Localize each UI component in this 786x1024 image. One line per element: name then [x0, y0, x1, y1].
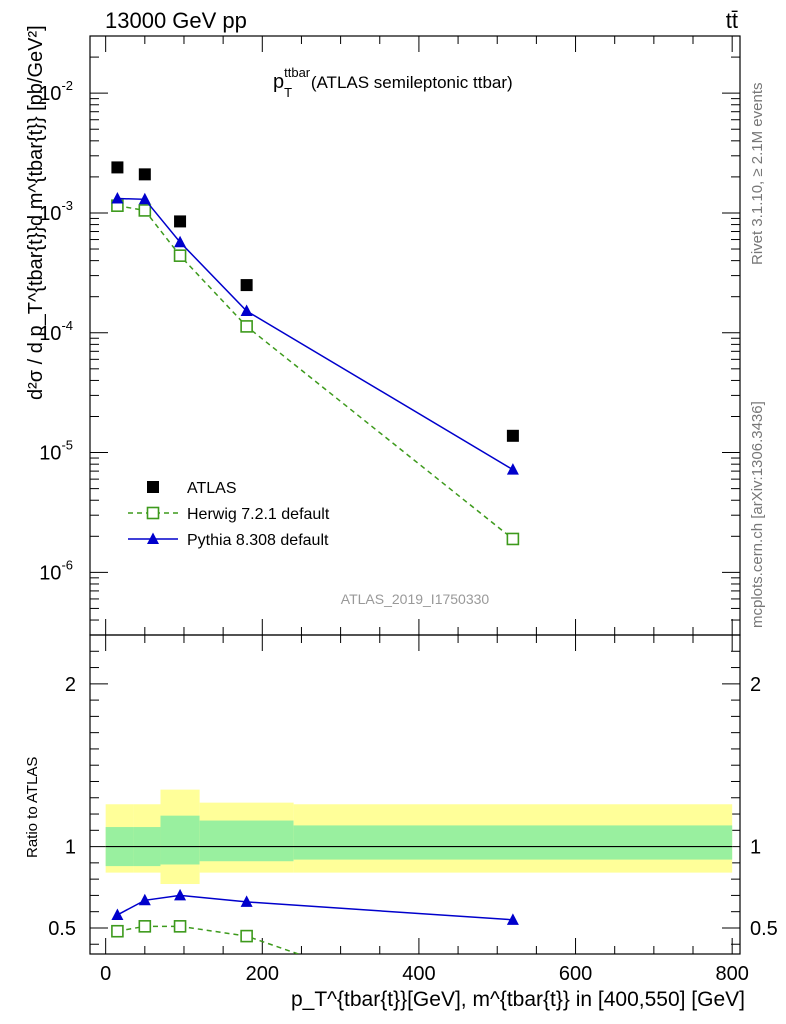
ratio-uncertainty-bands — [105, 789, 733, 885]
legend-marker-atlas — [147, 481, 159, 493]
data-point-series-0 — [138, 168, 151, 181]
ratio-point-series-0 — [111, 908, 124, 920]
data-point-series-0 — [174, 215, 187, 228]
ratio-point-series-1 — [240, 929, 253, 943]
series-line-2 — [117, 197, 514, 471]
rivet-info: Rivet 3.1.10, ≥ 2.1M events — [749, 83, 766, 266]
y-axis-label-ratio: Ratio to ATLAS — [24, 757, 41, 858]
ratio-point-series-1 — [173, 920, 187, 933]
ratio-data-marks — [111, 888, 519, 954]
ratio-panel-frame — [89, 634, 741, 955]
ratio-point-series-0 — [174, 888, 187, 901]
ratio-point-series-1 — [138, 920, 152, 933]
legend-marker-2 — [147, 532, 159, 544]
y-tick-label: 10-6 — [39, 557, 73, 584]
main-axis-ticks: 10-6 10-5 10-4 10-3 10-2 — [39, 36, 740, 635]
data-point-series-0 — [506, 429, 519, 442]
data-point-series-2 — [240, 304, 253, 316]
legend-label: Pythia 8.308 default — [187, 532, 329, 549]
data-point-series-2 — [138, 192, 151, 205]
data-point-series-2 — [174, 235, 187, 248]
y-tick-label: 10-3 — [39, 198, 73, 225]
data-point-series-0 — [240, 279, 253, 292]
plot-title: pttbar T (ATLAS semileptonic ttbar) — [273, 65, 513, 100]
ratio-y-tick-label: 1 — [65, 837, 76, 859]
x-tick-label: 200 — [246, 963, 279, 985]
data-point-series-2 — [111, 192, 124, 204]
inner-uncertainty-band — [293, 825, 733, 860]
y-tick-label: 10-5 — [39, 438, 73, 465]
x-tick-label: 600 — [559, 963, 592, 985]
ratio-y-tick-label-right: 2 — [750, 674, 761, 696]
data-point-series-1 — [138, 204, 152, 217]
legend: ATLAS Herwig 7.2.1 default Pythia 8.308 de… — [128, 480, 330, 549]
legend-label: Herwig 7.2.1 default — [187, 506, 330, 523]
ratio-point-series-1 — [111, 924, 124, 938]
ratio-y-tick-label-right: 1 — [750, 837, 761, 859]
x-tick-label: 0 — [100, 963, 111, 985]
legend-marker-1 — [146, 506, 160, 520]
ratio-y-tick-label: 2 — [65, 674, 76, 696]
ratio-point-series-0 — [240, 895, 253, 907]
legend-label: ATLAS — [187, 480, 237, 497]
x-tick-label: 800 — [715, 963, 748, 985]
mcplots-info: mcplots.cern.ch [arXiv:1306.3436] — [749, 401, 766, 628]
process-label: tt̄ — [726, 8, 738, 33]
data-point-series-2 — [506, 463, 519, 475]
collision-label: 13000 GeV pp — [105, 8, 247, 33]
y-axis-label-main: d²σ / d p_T^{tbar{t}}d m^{tbar{t}} [pb/G… — [25, 25, 47, 400]
y-tick-label: 10-2 — [39, 78, 73, 105]
ratio-point-series-0 — [138, 893, 151, 906]
analysis-watermark: ATLAS_2019_I1750330 — [341, 591, 490, 607]
x-tick-label: 400 — [402, 963, 435, 985]
y-tick-label: 10-4 — [39, 318, 73, 345]
data-point-series-1 — [240, 320, 253, 333]
data-point-series-1 — [173, 249, 187, 262]
x-axis-label: p_T^{tbar{t}}[GeV], m^{tbar{t}} in [400,… — [291, 988, 745, 1011]
ratio-axis-ticks: 0 200 400 600 800 0.5 0.5 1 1 2 2 — [48, 635, 778, 985]
inner-uncertainty-band — [199, 820, 294, 862]
data-point-series-0 — [111, 161, 124, 174]
main-data-marks — [111, 161, 520, 546]
data-point-series-1 — [506, 532, 520, 546]
ratio-point-series-0 — [506, 913, 519, 925]
ratio-y-tick-label: 0.5 — [48, 918, 76, 940]
ratio-series-group — [111, 888, 519, 954]
inner-uncertainty-band — [160, 815, 200, 865]
ratio-y-tick-label-right: 0.5 — [750, 918, 778, 940]
